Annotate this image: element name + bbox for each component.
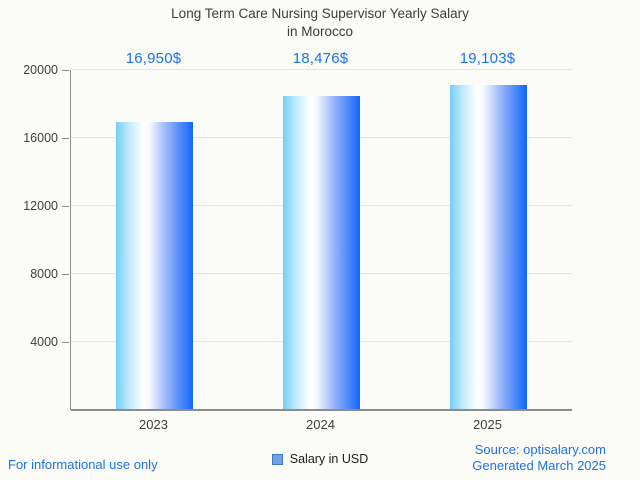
- x-axis-label: 2024: [306, 417, 335, 432]
- y-tick-label: 16000: [23, 131, 58, 145]
- y-tick-mark: [62, 137, 69, 139]
- bar: [450, 85, 527, 410]
- legend-label: Salary in USD: [289, 452, 369, 466]
- bar: [283, 95, 360, 410]
- y-tick-label: 4000: [30, 335, 58, 349]
- y-tick-mark: [62, 273, 69, 275]
- y-axis: 4000 8000 12000 16000 20000: [0, 63, 70, 410]
- bar-value-label: 19,103$: [459, 50, 516, 67]
- source-link[interactable]: Source: optisalary.com: [474, 442, 606, 457]
- generated-date: Generated March 2025: [472, 457, 606, 473]
- chart-title: Long Term Care Nursing Supervisor Yearly…: [0, 5, 640, 41]
- x-axis-line: [71, 409, 572, 411]
- y-tick-mark: [62, 205, 69, 207]
- gridline: [71, 69, 572, 70]
- chart-plot-area: [70, 69, 572, 411]
- x-axis-label: 2025: [473, 417, 502, 432]
- legend: Salary in USD: [0, 452, 640, 466]
- bars-row: [71, 70, 572, 410]
- y-tick-label: 8000: [30, 267, 58, 281]
- bar-value-label: 16,950$: [125, 50, 182, 67]
- x-axis-labels-row: 2023 2024 2025: [70, 417, 571, 432]
- chart-title-line1: Long Term Care Nursing Supervisor Yearly…: [171, 6, 469, 21]
- bar-value-labels-row: 16,950$ 18,476$ 19,103$: [70, 50, 571, 70]
- y-tick-label: 12000: [23, 199, 58, 213]
- chart-title-line2: in Morocco: [286, 23, 354, 39]
- bar-band: [405, 70, 572, 410]
- y-tick-mark: [62, 341, 69, 343]
- bar-band: [238, 70, 405, 410]
- x-axis-label: 2023: [139, 417, 168, 432]
- source-block: Source: optisalary.com Generated March 2…: [472, 442, 606, 474]
- informational-note: For informational use only: [8, 457, 158, 472]
- legend-marker-icon: [271, 453, 283, 465]
- y-tick-mark: [62, 69, 69, 71]
- bar-value-label: 18,476$: [292, 50, 349, 67]
- bar-band: [71, 70, 238, 410]
- y-tick-label: 20000: [23, 63, 58, 77]
- bar: [116, 121, 193, 410]
